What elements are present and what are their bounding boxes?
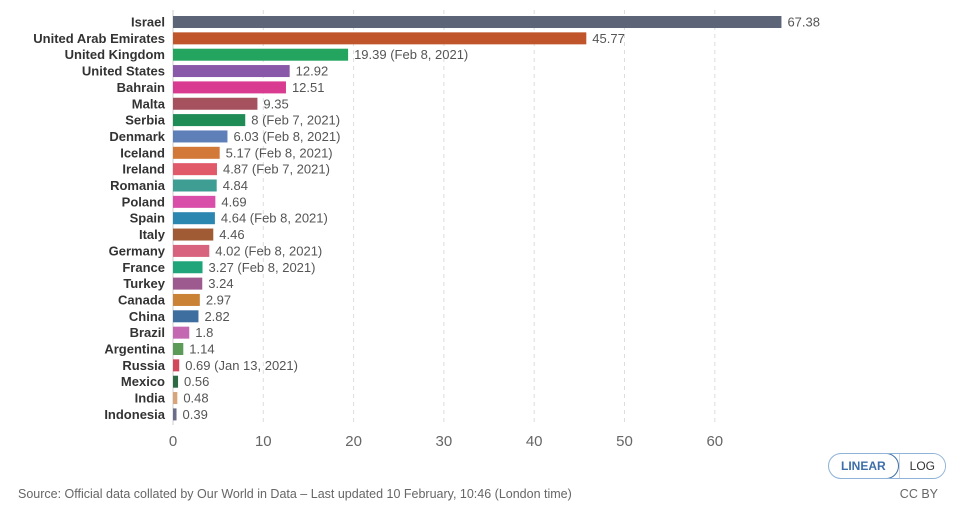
value-label: 3.27 (Feb 8, 2021) — [209, 260, 316, 275]
country-label: Canada — [118, 292, 166, 307]
value-label: 8 (Feb 7, 2021) — [251, 113, 340, 128]
value-label: 4.02 (Feb 8, 2021) — [215, 243, 322, 258]
license-link[interactable]: CC BY — [899, 487, 938, 501]
scale-toggle: LINEAR LOG — [828, 453, 947, 479]
country-label: Denmark — [109, 129, 165, 144]
value-label: 6.03 (Feb 8, 2021) — [233, 129, 340, 144]
bar[interactable] — [173, 48, 349, 61]
value-label: 0.56 — [184, 374, 209, 389]
bar[interactable] — [173, 277, 203, 290]
bar[interactable] — [173, 146, 220, 159]
country-label: Ireland — [122, 162, 165, 177]
value-label: 3.24 — [208, 276, 233, 291]
bar[interactable] — [173, 32, 587, 45]
bar[interactable] — [173, 261, 203, 274]
country-label: India — [135, 391, 166, 406]
x-tick-label: 10 — [255, 433, 272, 450]
x-tick-label: 0 — [169, 433, 177, 450]
value-label: 1.8 — [195, 325, 213, 340]
bar[interactable] — [173, 293, 200, 306]
bar[interactable] — [173, 359, 180, 372]
value-label: 45.77 — [592, 31, 625, 46]
value-label: 9.35 — [263, 96, 288, 111]
country-label: Spain — [130, 211, 165, 226]
linear-scale-button[interactable]: LINEAR — [829, 454, 899, 478]
value-label: 12.92 — [296, 64, 329, 79]
bar[interactable] — [173, 212, 215, 225]
country-label: China — [129, 309, 166, 324]
value-label: 0.39 — [183, 407, 208, 422]
country-label: Iceland — [120, 145, 165, 160]
value-label: 2.97 — [206, 292, 231, 307]
country-label: Indonesia — [104, 407, 165, 422]
country-label: Turkey — [123, 276, 165, 291]
bar[interactable] — [173, 65, 290, 78]
source-note: Source: Official data collated by Our Wo… — [18, 487, 572, 501]
value-label: 4.46 — [219, 227, 244, 242]
x-tick-label: 20 — [345, 433, 362, 450]
country-label: Germany — [109, 243, 166, 258]
value-label: 4.84 — [223, 178, 248, 193]
value-label: 4.64 (Feb 8, 2021) — [221, 211, 328, 226]
value-label: 2.82 — [204, 309, 229, 324]
country-label: Serbia — [125, 113, 166, 128]
bar[interactable] — [173, 326, 190, 339]
value-label: 0.69 (Jan 13, 2021) — [185, 358, 298, 373]
bar[interactable] — [173, 163, 217, 176]
country-label: Brazil — [130, 325, 165, 340]
country-label: France — [122, 260, 165, 275]
value-label: 4.87 (Feb 7, 2021) — [223, 162, 330, 177]
x-tick-label: 60 — [706, 433, 723, 450]
country-label: Mexico — [121, 374, 165, 389]
bar[interactable] — [173, 228, 214, 241]
country-label: Malta — [132, 96, 166, 111]
country-label: United States — [82, 64, 165, 79]
country-label: United Arab Emirates — [33, 31, 165, 46]
country-label: Poland — [122, 194, 165, 209]
x-tick-label: 30 — [436, 433, 453, 450]
value-label: 4.69 — [221, 194, 246, 209]
country-label: Romania — [110, 178, 166, 193]
bar[interactable] — [173, 81, 286, 94]
bar[interactable] — [173, 244, 210, 257]
value-label: 5.17 (Feb 8, 2021) — [226, 145, 333, 160]
bar[interactable] — [173, 375, 179, 388]
bar[interactable] — [173, 343, 184, 355]
x-tick-label: 50 — [616, 433, 633, 450]
country-label: Israel — [131, 15, 165, 30]
bar[interactable] — [173, 408, 177, 421]
country-label: Italy — [139, 227, 166, 242]
value-label: 12.51 — [292, 80, 325, 95]
bar[interactable] — [173, 114, 246, 127]
bar-chart: 0 10 20 30 40 50 60 Israel 67.38 United Arab Emir… — [33, 10, 820, 450]
bar[interactable] — [173, 179, 217, 192]
value-label: 19.39 (Feb 8, 2021) — [354, 47, 468, 62]
country-label: Argentina — [104, 342, 165, 357]
x-tick-label: 40 — [526, 433, 543, 450]
country-label: Bahrain — [117, 80, 165, 95]
bar[interactable] — [173, 97, 258, 110]
country-label: United Kingdom — [65, 47, 165, 62]
value-label: 1.14 — [189, 342, 214, 357]
value-label: 0.48 — [183, 391, 208, 406]
bar[interactable] — [173, 195, 216, 208]
country-label: Russia — [122, 358, 165, 373]
log-scale-button[interactable]: LOG — [898, 454, 946, 478]
bar[interactable] — [173, 392, 178, 405]
bar[interactable] — [173, 16, 782, 28]
bar[interactable] — [173, 130, 228, 143]
bar[interactable] — [173, 310, 199, 323]
value-label: 67.38 — [787, 15, 820, 30]
